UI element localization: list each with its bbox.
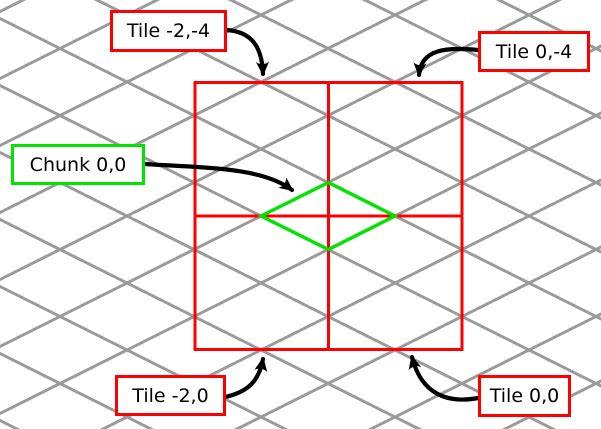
grid-line — [0, 111, 601, 416]
callout-chunk-0-0: Chunk 0,0 — [11, 144, 145, 185]
grid-line — [0, 217, 423, 429]
grid-line — [367, 312, 601, 429]
grid-line — [0, 284, 289, 429]
grid-line — [0, 0, 161, 81]
callout-tile--2--4-label: Tile -2,-4 — [126, 20, 211, 42]
arrow-tile-m2-m4 — [224, 27, 270, 77]
arrow-tile-0-0 — [408, 354, 481, 402]
callout-tile-0--4: Tile 0,-4 — [478, 31, 590, 72]
tile-boundary-group — [193, 81, 464, 351]
callout-arrows — [142, 27, 481, 402]
grid-line — [99, 178, 601, 429]
callout-tile-0-0-label: Tile 0,0 — [489, 385, 560, 407]
chunk-diamond — [257, 180, 399, 252]
grid-line — [0, 0, 295, 148]
grid-line — [0, 0, 27, 14]
grid-line — [0, 0, 563, 282]
grid-line — [0, 16, 601, 321]
callout-tile--2--4: Tile -2,-4 — [110, 10, 227, 52]
arrow-chunk-0-0 — [142, 161, 295, 193]
grid-line — [233, 245, 601, 429]
grid-line — [495, 0, 601, 53]
callout-tile-0-0: Tile 0,0 — [478, 375, 571, 417]
grid-line — [227, 0, 601, 187]
callout-chunk-0-0-label: Chunk 0,0 — [29, 153, 127, 176]
arrow-tile-0-m4 — [413, 46, 481, 78]
callout-tile-0--4-label: Tile 0,-4 — [495, 40, 573, 63]
callout-tile--2-0-label: Tile -2,0 — [132, 384, 209, 407]
callout-tile--2-0: Tile -2,0 — [115, 375, 226, 416]
grid-line — [0, 351, 155, 429]
grid-line — [361, 0, 601, 120]
grid-line — [501, 379, 601, 429]
grid-line — [93, 0, 601, 254]
arrow-tile-m2-0 — [222, 356, 268, 400]
